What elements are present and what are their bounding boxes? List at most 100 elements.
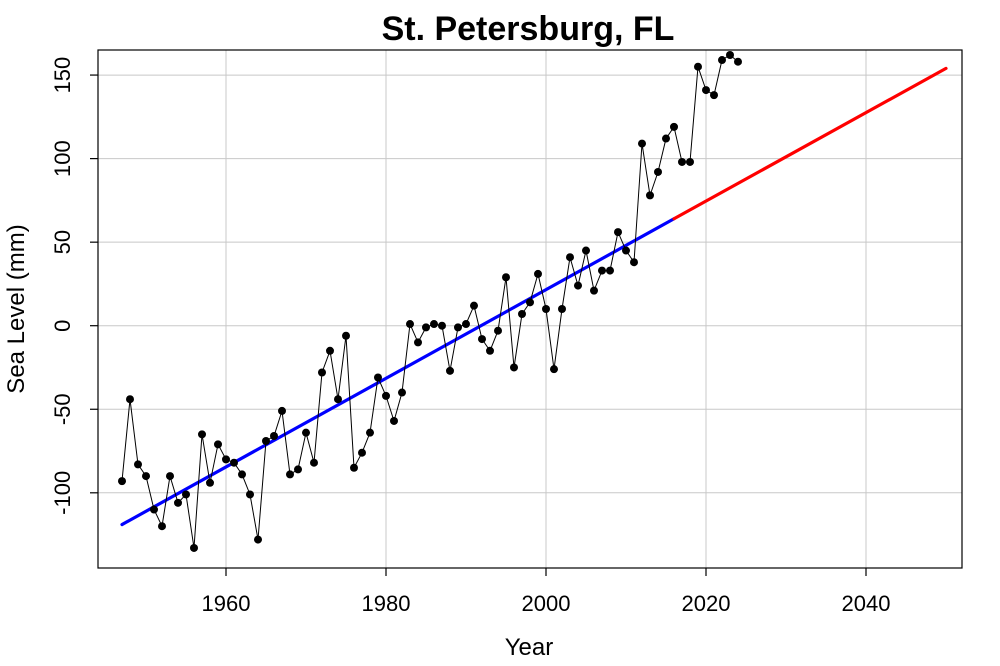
data-point <box>702 86 710 95</box>
observed-trend-line <box>120 217 676 527</box>
y-tick-label: 50 <box>50 230 75 254</box>
x-tick-label: 1960 <box>202 591 251 616</box>
data-point <box>598 266 606 275</box>
data-point <box>726 51 734 60</box>
data-point <box>614 228 622 237</box>
data-point <box>230 458 238 467</box>
data-point <box>630 258 638 267</box>
data-point <box>622 246 630 255</box>
y-tick-label: 100 <box>50 140 75 177</box>
data-point <box>190 543 198 552</box>
data-point <box>350 463 358 472</box>
data-point <box>478 335 486 344</box>
data-point <box>326 346 334 355</box>
data-point <box>142 472 150 481</box>
data-point <box>566 253 574 262</box>
data-point <box>454 323 462 332</box>
data-point <box>286 470 294 479</box>
x-tick-label: 2020 <box>682 591 731 616</box>
data-point <box>398 388 406 397</box>
x-tick-label: 2000 <box>522 591 571 616</box>
data-point <box>390 416 398 425</box>
data-point <box>206 478 214 487</box>
data-point <box>366 428 374 437</box>
data-point <box>694 62 702 71</box>
data-point <box>590 286 598 295</box>
plot-frame <box>97 49 963 569</box>
data-point <box>678 157 686 166</box>
data-point <box>462 320 470 329</box>
data-point <box>542 305 550 313</box>
data-point <box>374 373 382 382</box>
data-point <box>486 346 494 355</box>
x-tick-label: 1980 <box>362 591 411 616</box>
data-point <box>574 281 582 290</box>
data-point <box>318 368 326 377</box>
data-point <box>310 458 318 467</box>
data-point <box>422 323 430 332</box>
data-point <box>646 191 654 200</box>
data-point <box>638 139 646 148</box>
data-point <box>182 490 190 499</box>
data-point <box>334 395 342 404</box>
data-point <box>718 56 726 65</box>
data-series <box>118 51 742 552</box>
trend-lines <box>120 66 948 527</box>
chart-title: St. Petersburg, FL <box>382 10 675 48</box>
data-point <box>526 298 534 307</box>
data-point <box>430 320 438 329</box>
y-tick-label: -50 <box>50 393 75 425</box>
x-axis-label: Year <box>505 634 554 661</box>
data-point <box>606 266 614 275</box>
data-point <box>662 134 670 143</box>
data-point <box>174 498 182 507</box>
data-point <box>150 505 158 514</box>
data-point <box>470 301 478 310</box>
data-point <box>550 365 558 374</box>
data-point <box>494 326 502 335</box>
data-point <box>382 391 390 400</box>
axes: 1960 1980 2000 2020 2040 -100 -50 0 50 100 150 <box>50 57 890 616</box>
data-point <box>510 363 518 372</box>
data-point <box>654 167 662 176</box>
data-point <box>214 440 222 449</box>
data-point <box>270 431 278 440</box>
data-point <box>198 430 206 439</box>
data-point <box>118 477 126 486</box>
data-point <box>294 465 302 474</box>
y-tick-label: -100 <box>50 471 75 515</box>
data-point <box>518 310 526 319</box>
data-point <box>670 122 678 131</box>
data-point <box>278 406 286 415</box>
y-tick-label: 0 <box>50 320 75 332</box>
data-point <box>166 472 174 481</box>
data-point <box>254 535 262 544</box>
y-tick-label: 150 <box>50 57 75 94</box>
data-point <box>710 91 718 100</box>
data-point <box>438 321 446 330</box>
data-point <box>446 366 454 375</box>
x-tick-label: 2040 <box>842 591 891 616</box>
data-point <box>582 246 590 255</box>
data-point <box>558 305 566 313</box>
data-point <box>302 428 310 437</box>
data-point <box>134 460 142 469</box>
data-point <box>406 320 414 329</box>
data-point <box>238 470 246 479</box>
data-point <box>414 338 422 347</box>
data-point <box>502 273 510 282</box>
data-point <box>222 455 230 464</box>
data-point <box>246 490 254 499</box>
data-point <box>534 269 542 278</box>
y-axis-label: Sea Level (mm) <box>3 224 30 393</box>
data-point <box>262 437 270 446</box>
data-point <box>158 522 166 531</box>
data-point <box>686 157 694 166</box>
data-point <box>734 57 742 66</box>
projected-trend-line <box>672 66 948 221</box>
data-point <box>358 448 366 457</box>
data-point <box>342 331 350 340</box>
data-point <box>126 395 134 404</box>
grid-lines <box>98 50 962 568</box>
